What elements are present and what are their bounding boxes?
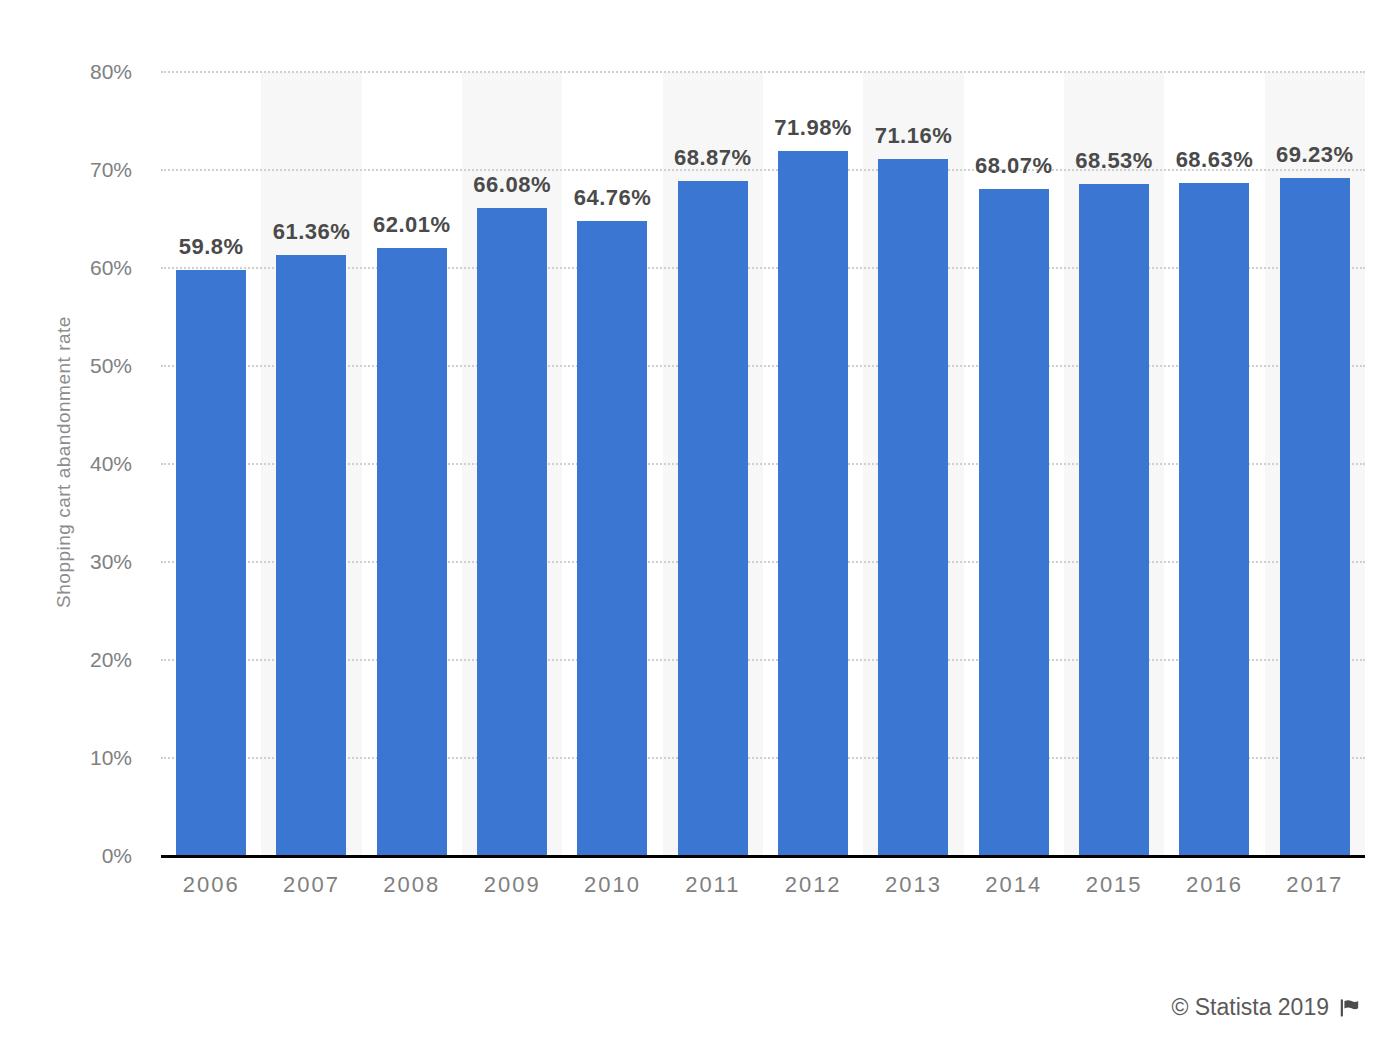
y-tick-label: 30% bbox=[36, 550, 132, 574]
bar bbox=[1079, 184, 1149, 856]
bar-value-label: 71.16% bbox=[833, 123, 993, 149]
x-tick-label: 2013 bbox=[863, 872, 963, 898]
x-tick-label: 2009 bbox=[462, 872, 562, 898]
x-tick-label: 2011 bbox=[663, 872, 763, 898]
bar bbox=[1179, 183, 1249, 856]
bar bbox=[778, 151, 848, 856]
bar bbox=[979, 189, 1049, 856]
gridline bbox=[161, 71, 1365, 73]
plot-area: 59.8%200661.36%200762.01%200866.08%20096… bbox=[161, 72, 1365, 856]
y-tick-label: 20% bbox=[36, 648, 132, 672]
y-tick-label: 60% bbox=[36, 256, 132, 280]
x-tick-label: 2016 bbox=[1164, 872, 1264, 898]
copyright-note: © Statista 2019 bbox=[1171, 994, 1360, 1021]
y-tick-label: 50% bbox=[36, 354, 132, 378]
y-tick-label: 40% bbox=[36, 452, 132, 476]
bar bbox=[577, 221, 647, 856]
bar-chart-figure: Shopping cart abandonment rate 59.8%2006… bbox=[0, 0, 1390, 1038]
x-tick-label: 2007 bbox=[261, 872, 361, 898]
flag-icon bbox=[1338, 997, 1360, 1019]
y-axis-ticks: 0%10%20%30%40%50%60%70%80% bbox=[36, 72, 132, 856]
x-tick-label: 2006 bbox=[161, 872, 261, 898]
bar-value-label: 68.87% bbox=[633, 145, 793, 171]
y-tick-label: 70% bbox=[36, 158, 132, 182]
x-axis-line bbox=[161, 855, 1365, 858]
copyright-text: © Statista 2019 bbox=[1171, 994, 1329, 1021]
x-tick-label: 2015 bbox=[1064, 872, 1164, 898]
bar bbox=[1280, 178, 1350, 856]
y-tick-label: 80% bbox=[36, 60, 132, 84]
bar-value-label: 64.76% bbox=[532, 185, 692, 211]
x-tick-label: 2012 bbox=[763, 872, 863, 898]
bar-value-label: 62.01% bbox=[332, 212, 492, 238]
x-tick-label: 2017 bbox=[1265, 872, 1365, 898]
bar bbox=[678, 181, 748, 856]
bar bbox=[477, 208, 547, 856]
bar bbox=[878, 159, 948, 856]
x-tick-label: 2010 bbox=[562, 872, 662, 898]
x-tick-label: 2014 bbox=[964, 872, 1064, 898]
bar bbox=[176, 270, 246, 856]
bar-value-label: 69.23% bbox=[1235, 142, 1390, 168]
y-tick-label: 10% bbox=[36, 746, 132, 770]
y-tick-label: 0% bbox=[36, 844, 132, 868]
bar bbox=[276, 255, 346, 856]
bar bbox=[377, 248, 447, 856]
x-tick-label: 2008 bbox=[362, 872, 462, 898]
